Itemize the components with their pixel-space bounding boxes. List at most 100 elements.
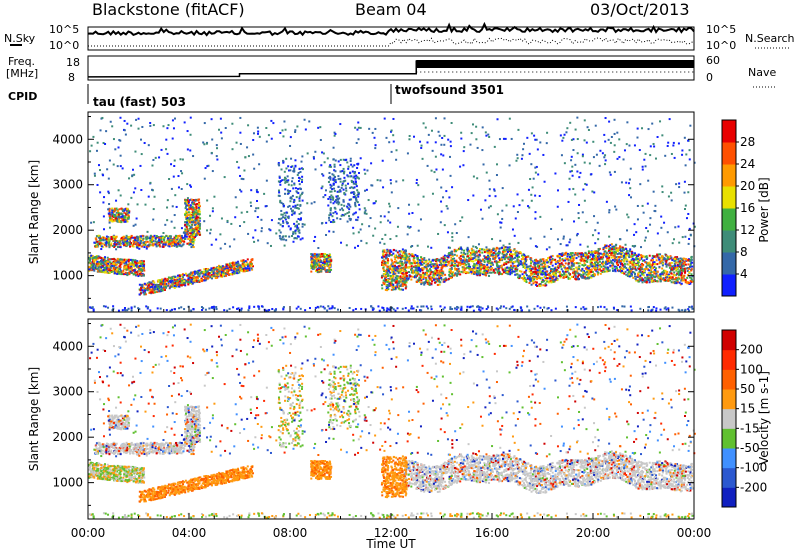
power-cell: [492, 271, 495, 274]
power-cell: [149, 290, 152, 293]
power-cell: [115, 268, 118, 271]
power-cell: [194, 272, 197, 275]
power-cell: [175, 278, 178, 281]
power-cell: [567, 252, 570, 255]
power-cell: [250, 267, 253, 270]
power-cell: [185, 232, 188, 235]
power-cell: [435, 272, 438, 275]
power-cell: [122, 236, 125, 239]
power-cell: [171, 276, 174, 279]
power-cell: [546, 280, 549, 283]
power-cell: [162, 282, 165, 285]
power-cell: [95, 258, 98, 261]
power-cell: [551, 257, 554, 260]
power-cell: [127, 209, 130, 212]
power-cell: [539, 270, 542, 273]
power-cell: [192, 202, 195, 205]
power-cell: [148, 281, 151, 284]
power-cell: [460, 251, 463, 254]
power-cell: [653, 276, 656, 279]
power-cell: [327, 254, 330, 257]
power-cell: [316, 253, 319, 256]
power-cell: [475, 247, 478, 250]
power-cell: [108, 244, 111, 247]
power-cell: [129, 270, 132, 273]
power-cell: [160, 289, 163, 292]
power-cell: [464, 259, 467, 262]
power-cell: [131, 271, 134, 274]
power-cell: [410, 267, 413, 270]
power-cell: [619, 260, 622, 263]
power-cell: [318, 261, 321, 264]
power-cell: [143, 269, 146, 272]
power-cell: [160, 240, 163, 243]
power-cell: [176, 276, 179, 279]
power-cell: [184, 237, 187, 240]
power-cell: [447, 261, 450, 264]
power-cell: [645, 257, 648, 260]
power-cell: [686, 276, 689, 279]
power-cell: [407, 266, 410, 269]
power-cell: [666, 258, 669, 261]
power-cell: [664, 279, 667, 282]
power-cell: [198, 208, 201, 211]
power-cell: [495, 262, 498, 265]
power-cell: [551, 264, 554, 267]
power-cell: [115, 211, 118, 214]
power-cell: [315, 270, 318, 273]
power-cell: [601, 263, 604, 266]
power-cell: [630, 255, 633, 258]
power-cell: [96, 245, 99, 248]
power-cell: [526, 265, 529, 268]
power-cell: [518, 275, 521, 278]
power-cell: [477, 271, 480, 274]
power-cell: [668, 266, 671, 269]
power-cell: [142, 286, 145, 289]
power-cell: [541, 273, 544, 276]
power-cell: [536, 265, 539, 268]
power-cell: [175, 242, 178, 245]
power-cell: [621, 251, 624, 254]
power-cell: [559, 265, 562, 268]
power-cell: [584, 263, 587, 266]
power-cell: [157, 241, 160, 244]
power-cell: [617, 264, 620, 267]
power-cell: [171, 281, 174, 284]
power-cell: [139, 240, 142, 243]
power-cell: [193, 234, 196, 237]
power-cell: [94, 264, 97, 267]
power-cell: [187, 202, 190, 205]
power-cell: [184, 282, 187, 285]
power-cell: [661, 277, 664, 280]
power-cell: [443, 261, 446, 264]
power-cell: [500, 265, 503, 268]
power-cell: [442, 259, 445, 262]
power-cell: [517, 276, 520, 279]
power-cell: [582, 276, 585, 279]
power-cell: [141, 285, 144, 288]
power-cell: [636, 257, 639, 260]
power-cell: [92, 258, 95, 261]
nave-tick-bottom: 0: [706, 71, 713, 84]
power-cell: [423, 257, 426, 260]
power-cell: [428, 276, 431, 279]
power-cell: [583, 259, 586, 262]
power-cell: [119, 242, 122, 245]
power-cell: [178, 239, 181, 242]
power-cell: [647, 273, 650, 276]
power-cell: [232, 268, 235, 271]
power-cell: [190, 276, 193, 279]
power-cell: [225, 268, 228, 271]
power-cell: [168, 287, 171, 290]
power-cell: [682, 269, 685, 272]
power-cell: [464, 253, 467, 256]
power-cell: [651, 266, 654, 269]
power-cell: [606, 268, 609, 271]
power-cell: [575, 278, 578, 281]
power-cell: [611, 246, 614, 249]
power-cell: [241, 264, 244, 267]
power-cell: [658, 258, 661, 261]
power-cell: [143, 287, 146, 290]
power-cell: [637, 253, 640, 256]
power-cell: [148, 288, 151, 291]
